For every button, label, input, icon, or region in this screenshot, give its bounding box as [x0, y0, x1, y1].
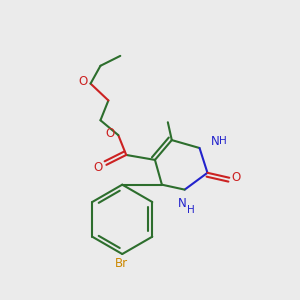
Text: O: O — [232, 171, 241, 184]
Text: H: H — [219, 136, 227, 146]
Text: O: O — [94, 161, 103, 174]
Text: Br: Br — [115, 257, 128, 270]
Text: N: N — [210, 135, 219, 148]
Text: O: O — [78, 75, 87, 88]
Text: H: H — [187, 206, 194, 215]
Text: O: O — [106, 127, 115, 140]
Text: N: N — [178, 197, 187, 210]
